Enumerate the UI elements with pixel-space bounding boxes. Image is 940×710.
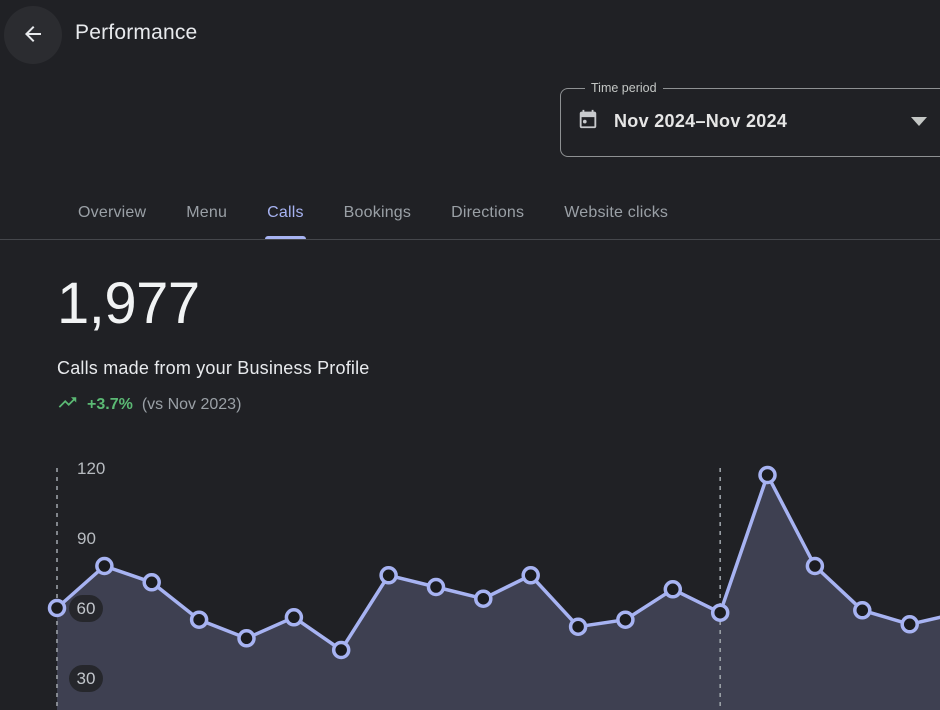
chart-point xyxy=(429,580,444,595)
time-period-label: Time period xyxy=(585,81,663,95)
chart-point xyxy=(713,605,728,620)
chart-point xyxy=(286,610,301,625)
chart-point xyxy=(523,568,538,583)
caret-down-icon[interactable] xyxy=(911,117,927,126)
chart-point xyxy=(144,575,159,590)
tab-directions[interactable]: Directions xyxy=(431,186,544,239)
calls-chart: 120906030 xyxy=(0,440,940,710)
chart-point xyxy=(239,631,254,646)
tab-calls[interactable]: Calls xyxy=(247,186,324,239)
tab-website-clicks[interactable]: Website clicks xyxy=(544,186,688,239)
metric-summary: 1,977 Calls made from your Business Prof… xyxy=(57,274,370,418)
tab-menu[interactable]: Menu xyxy=(166,186,247,239)
chart-point xyxy=(50,601,65,616)
calendar-icon xyxy=(577,108,599,135)
tab-bookings[interactable]: Bookings xyxy=(324,186,431,239)
chart-point xyxy=(97,559,112,574)
chart-point xyxy=(618,612,633,627)
trending-up-icon xyxy=(57,392,78,418)
chart-point xyxy=(855,603,870,618)
time-period-value: Nov 2024–Nov 2024 xyxy=(614,111,787,132)
chart-point xyxy=(334,643,349,658)
chart-point xyxy=(192,612,207,627)
metric-description: Calls made from your Business Profile xyxy=(57,358,370,379)
trend-comparison: (vs Nov 2023) xyxy=(142,396,242,414)
metric-value: 1,977 xyxy=(57,274,370,335)
chart-point xyxy=(760,468,775,483)
arrow-left-icon xyxy=(21,22,45,49)
chart-point xyxy=(665,582,680,597)
time-period-value-row[interactable]: Nov 2024–Nov 2024 xyxy=(577,95,940,147)
chart-point xyxy=(571,619,586,634)
back-button[interactable] xyxy=(4,6,62,64)
chart-point xyxy=(381,568,396,583)
page-title: Performance xyxy=(75,21,197,45)
tab-overview[interactable]: Overview xyxy=(58,186,166,239)
time-period-selector[interactable]: Time period Nov 2024–Nov 2024 xyxy=(560,81,940,157)
chart-point xyxy=(902,617,917,632)
performance-tabs: OverviewMenuCallsBookingsDirectionsWebsi… xyxy=(0,186,940,240)
chart-point xyxy=(807,559,822,574)
chart-canvas xyxy=(0,440,940,710)
app-header: Performance xyxy=(0,0,940,66)
trend-row: +3.7% (vs Nov 2023) xyxy=(57,392,370,418)
chart-point xyxy=(476,591,491,606)
trend-value: +3.7% xyxy=(87,396,133,414)
